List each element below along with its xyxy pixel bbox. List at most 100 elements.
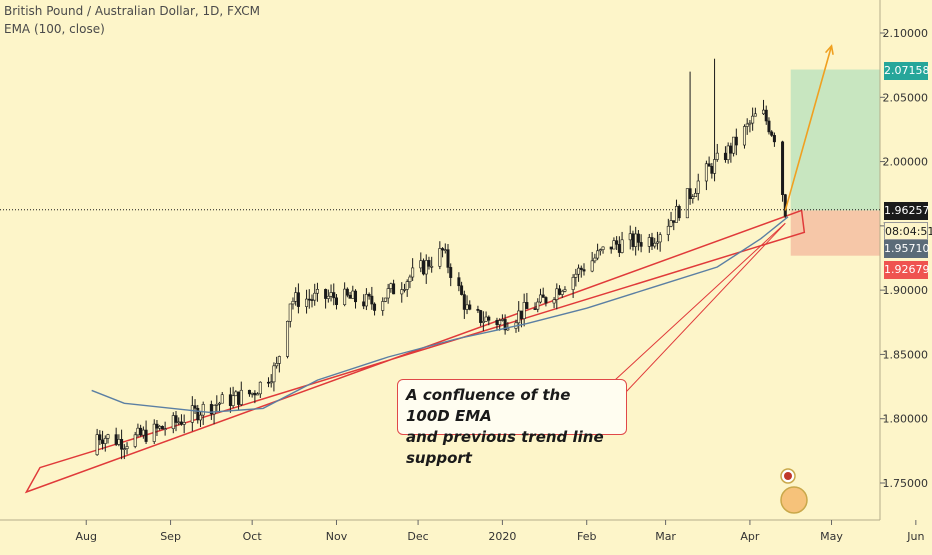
candle-body (628, 233, 632, 241)
candle-body (742, 126, 746, 146)
y-tick-label: 1.90000 (883, 284, 929, 297)
candle-body (174, 415, 178, 423)
chart-title: British Pound / Australian Dollar, 1D, F… (4, 4, 261, 18)
candle-body (563, 289, 567, 292)
x-tick-label: Dec (407, 530, 428, 543)
candle-body (745, 123, 749, 127)
candle-body (424, 260, 428, 275)
annotation-line-1: A confluence of the 100D EMA (406, 386, 571, 425)
candle-body (258, 381, 262, 395)
candle-body (462, 294, 466, 310)
candle-body (296, 292, 300, 307)
stop-zone (790, 210, 880, 256)
candle-body (332, 292, 336, 299)
candle-body (658, 234, 662, 243)
candle-body (247, 389, 251, 395)
candle-body (579, 267, 583, 270)
candle-body (201, 404, 205, 416)
candle-body (250, 392, 254, 395)
candle-body (266, 381, 270, 384)
candle-body (345, 288, 349, 296)
candle-body (269, 381, 273, 384)
candle-body (305, 298, 309, 307)
candle-body (694, 193, 698, 198)
candle-body (370, 295, 374, 305)
candle-body (601, 246, 605, 250)
candle-body (122, 448, 126, 450)
candle-body (596, 250, 600, 259)
stop-price-label: 1.92679 (884, 261, 930, 279)
candle-body (506, 328, 510, 331)
target-zone (790, 69, 880, 211)
candle-body (672, 220, 676, 223)
ema-price-label: 1.95710 (884, 240, 930, 258)
candle-body (598, 249, 602, 252)
candle-body (441, 248, 445, 251)
candle-body (498, 320, 502, 325)
candle-body (114, 434, 118, 445)
candle-body (315, 289, 319, 294)
candle-body (772, 135, 776, 143)
candle-body (400, 289, 404, 295)
x-tick-label: Jun (906, 530, 924, 543)
candle-body (560, 290, 564, 295)
candle-body (688, 188, 692, 199)
annotation-callout: A confluence of the 100D EMA and previou… (397, 379, 627, 467)
candle-body (677, 206, 681, 219)
candle-body (634, 233, 638, 247)
candle-body (536, 301, 540, 310)
candle-body (155, 423, 159, 429)
candle-body (487, 316, 491, 321)
candle-body (179, 421, 183, 425)
candle-body (615, 240, 619, 245)
candle-body (215, 403, 219, 406)
candle-body (691, 196, 695, 199)
candle-body (405, 281, 409, 290)
candle-body (209, 404, 213, 415)
candle-body (544, 297, 548, 304)
candle-body (326, 295, 330, 299)
candle-body (620, 239, 624, 253)
candle-body (354, 290, 358, 303)
candle-body (139, 427, 143, 436)
y-tick-label: 1.75000 (883, 477, 929, 490)
candle-body (152, 423, 156, 442)
candle-body (713, 159, 717, 174)
target-price-label: 2.07158 (884, 62, 930, 80)
candle-body (294, 292, 298, 302)
candle-body (310, 299, 314, 301)
candle-body (636, 233, 640, 243)
ema-line (91, 216, 789, 413)
x-tick-label: Aug (75, 530, 96, 543)
candle-body (193, 405, 197, 409)
candle-body (732, 136, 736, 154)
candle-body (541, 294, 545, 298)
events-badge-icon[interactable] (780, 486, 808, 514)
candle-body (438, 248, 442, 267)
candle-body (538, 294, 542, 303)
candle-body (402, 289, 406, 291)
candle-body (574, 273, 578, 278)
candle-body (781, 141, 785, 195)
candle-body (653, 242, 657, 247)
annotation-line-2: and previous trend line support (406, 428, 604, 467)
candle-body (348, 294, 352, 299)
candle-body (715, 152, 719, 160)
candle-body (256, 393, 260, 396)
candle-body (286, 321, 290, 357)
projection-arrow-head (824, 44, 834, 55)
candle-body (503, 319, 507, 331)
candle-body (590, 260, 594, 272)
x-tick-label: Sep (160, 530, 181, 543)
candle-body (277, 356, 281, 364)
candle-body (468, 304, 472, 310)
projection-arrow (784, 45, 833, 211)
candle-body (647, 237, 651, 247)
candle-body (552, 299, 556, 304)
candle-body (484, 316, 488, 322)
x-tick-label: Oct (243, 530, 263, 543)
candle-body (212, 405, 216, 415)
candle-body (767, 120, 771, 133)
candle-body (577, 267, 581, 275)
